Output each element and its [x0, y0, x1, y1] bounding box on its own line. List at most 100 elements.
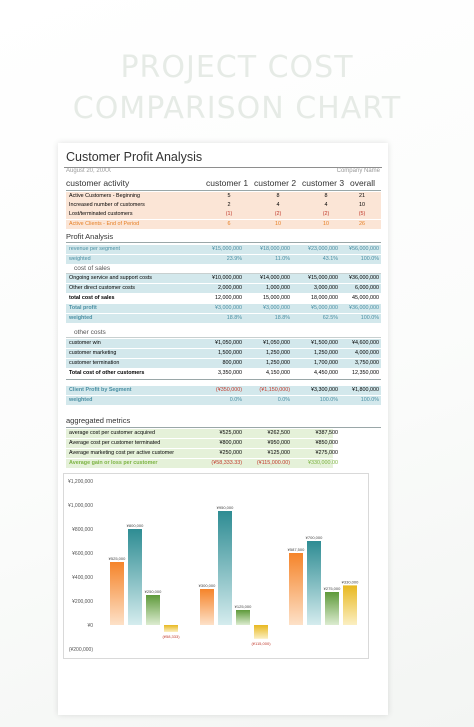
cell: ¥1,050,000	[215, 340, 242, 346]
row-label: weighted	[69, 315, 93, 321]
cell: ¥36,000,000	[349, 275, 379, 281]
metric-row-gain-loss: Average gain or loss per customer (¥58,3…	[66, 459, 338, 468]
chart-bar	[236, 610, 250, 625]
activity-row: Lost/terminated customers (1) (2) (2) (5…	[66, 210, 381, 219]
cell: 10	[359, 202, 365, 208]
sheet-title: Customer Profit Analysis	[66, 150, 203, 164]
cell: ¥3,300,000	[311, 387, 338, 393]
cell: 1,250,000	[266, 360, 290, 366]
profit-row: revenue per segment ¥15,000,000 ¥18,000,…	[66, 245, 381, 254]
cell: 6,000,000	[355, 285, 379, 291]
cell: ¥15,000,000	[212, 246, 242, 252]
activity-row-end: Active Clients - End of Period 6 10 10 2…	[66, 220, 381, 229]
cost-row-total: total cost of sales 12,000,000 15,000,00…	[66, 294, 381, 303]
row-label: Average gain or loss per customer	[69, 460, 158, 466]
row-label: customer termination	[69, 360, 120, 366]
cell: (¥350,000)	[215, 387, 242, 393]
cell: 45,000,000	[352, 295, 379, 301]
other-cost-row: customer marketing 1,500,000 1,250,000 1…	[66, 349, 381, 358]
cell: 5	[227, 193, 231, 199]
section-aggregated-metrics: aggregated metrics	[66, 416, 131, 425]
cell: 10	[275, 221, 281, 227]
cell: 1,000,000	[266, 285, 290, 291]
cell: (1)	[225, 211, 233, 217]
cell: 43.1%	[322, 256, 338, 262]
row-label: Ongoing service and support costs	[69, 275, 153, 281]
row-label: Client Profit by Segment	[69, 387, 132, 393]
row-label: Total cost of other customers	[69, 370, 145, 376]
row-label: weighted	[69, 256, 91, 262]
cell: 18,000,000	[311, 295, 338, 301]
cell: ¥1,800,000	[352, 387, 379, 393]
cell: 0.0%	[277, 397, 290, 403]
bar-data-label: ¥800,000	[127, 523, 144, 528]
cell: ¥3,000,000	[263, 305, 290, 311]
cell: ¥56,000,000	[349, 246, 379, 252]
title-divider	[64, 167, 382, 168]
row-label: weighted	[69, 397, 93, 403]
cell: ¥387,500	[315, 430, 338, 436]
chart-bar	[343, 585, 357, 625]
row-label: Average cost per customer terminated	[69, 440, 161, 446]
section-divider	[66, 337, 381, 338]
cell: ¥125,000	[267, 450, 290, 456]
bar-data-label: (¥58,333)	[162, 634, 180, 639]
cell: 4,150,000	[266, 370, 290, 376]
chart-bar	[325, 592, 339, 625]
row-label: Other direct customer costs	[69, 285, 135, 291]
cell: 4,450,000	[314, 370, 338, 376]
metric-row: Average cost per customer terminated ¥80…	[66, 439, 338, 448]
cell: 12,350,000	[352, 370, 379, 376]
row-label: Total profit	[69, 305, 97, 311]
row-label: Active Customers - Beginning	[69, 193, 141, 199]
y-tick-label: ¥200,000	[72, 599, 93, 605]
cell: 21	[359, 193, 365, 199]
cell: 0.0%	[229, 397, 242, 403]
segment-row: weighted 0.0% 0.0% 100.0% 100.0%	[66, 396, 381, 405]
cell: ¥36,000,000	[349, 305, 379, 311]
cell: 4	[276, 202, 280, 208]
section-other-costs: other costs	[74, 329, 106, 336]
cell: 1,250,000	[314, 350, 338, 356]
cell: (2)	[274, 211, 282, 217]
y-tick-label: ¥1,000,000	[68, 503, 93, 509]
bar-data-label: ¥330,000	[342, 579, 359, 584]
bar-data-label: ¥275,000	[324, 586, 341, 591]
cell: (¥1,150,000)	[259, 387, 290, 393]
chart-bar	[128, 529, 142, 625]
chart-bar	[164, 625, 178, 632]
chart-bar	[200, 589, 214, 625]
activity-row: Increased number of customers 2 4 4 10	[66, 201, 381, 210]
activity-row: Active Customers - Beginning 5 8 8 21	[66, 192, 381, 201]
cell: (¥115,000.00)	[256, 460, 290, 466]
cell: ¥950,000	[267, 440, 290, 446]
cell: 100.0%	[360, 256, 379, 262]
cell: 15,000,000	[263, 295, 290, 301]
metric-row: average cost per customer acquired ¥525,…	[66, 429, 338, 438]
row-label: Active Clients - End of Period	[69, 221, 140, 227]
metric-row: Average marketing cost per active custom…	[66, 449, 338, 458]
cell: 23.9%	[226, 256, 242, 262]
y-tick-label: ¥600,000	[72, 551, 93, 557]
cell: 4,000,000	[355, 350, 379, 356]
cell: 800,000	[222, 360, 243, 366]
cell: ¥15,000,000	[308, 275, 338, 281]
cell: 18.8%	[226, 315, 242, 321]
cell: ¥262,500	[267, 430, 290, 436]
cell: 4	[324, 202, 328, 208]
cell: ¥250,000	[219, 450, 242, 456]
bar-data-label: ¥125,000	[235, 604, 252, 609]
chart-bar	[146, 595, 160, 625]
header-customer-3: customer 3	[302, 178, 345, 188]
chart-bar	[110, 562, 124, 625]
bar-data-label: ¥250,000	[145, 589, 162, 594]
sheet-date: August 20, 20XX	[66, 168, 112, 174]
cost-row: Other direct customer costs 2,000,000 1,…	[66, 284, 381, 293]
row-label: Increased number of customers	[69, 202, 145, 208]
bar-data-label: ¥587,500	[288, 547, 305, 552]
header-customer-activity: customer activity	[66, 178, 130, 188]
other-cost-row: customer win ¥1,050,000 ¥1,050,000 ¥1,50…	[66, 339, 381, 348]
cell: 100.0%	[319, 397, 338, 403]
cell: 8	[276, 193, 280, 199]
section-cost-of-sales: cost of sales	[74, 265, 111, 272]
